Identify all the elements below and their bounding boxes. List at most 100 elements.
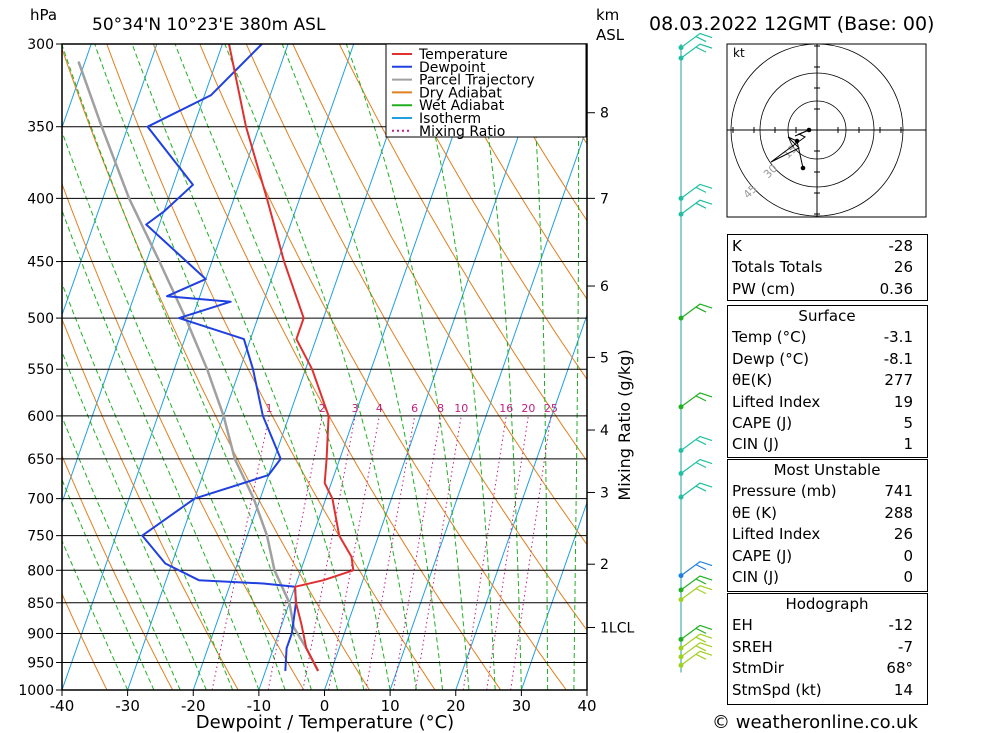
indices-top-box: [727, 234, 928, 301]
temperature-tick-label: -30: [115, 697, 140, 715]
mixing-ratio-line: [414, 415, 462, 690]
index-label: K: [732, 237, 742, 255]
legend-label: Wet Adiabat: [419, 98, 505, 114]
index-label: Lifted Index: [732, 525, 821, 544]
legend-label: Temperature: [418, 47, 508, 63]
temperature-line: [228, 44, 355, 672]
index-row: Pressure (mb) 741: [727, 481, 927, 502]
index-value: -8.1: [883, 349, 913, 368]
surface-table: Surface Temp (°C) -3.1 Dewp (°C) -8.1 θE(K) 2…: [727, 306, 927, 456]
hodograph-unit-label: kt: [733, 46, 745, 60]
wet-adiabat-line: [412, 44, 496, 690]
most-unstable-table: Most Unstable Pressure (mb) 741 θE (K) 288 L…: [727, 460, 927, 588]
pressure-tick-label: 800: [27, 563, 54, 579]
hodograph-point: [794, 138, 800, 144]
wind-barb: [680, 560, 713, 577]
wind-barb: [680, 633, 713, 649]
dry-adiabat-line: [385, 44, 587, 381]
index-label: θE(K): [732, 371, 773, 390]
index-label: StmSpd (kt): [732, 680, 822, 699]
mixing-ratio-line: [302, 415, 356, 690]
index-row: StmDir 68°: [727, 658, 927, 679]
hodograph-params-title: Hodograph: [785, 595, 869, 613]
hodograph-params-box: [727, 593, 928, 705]
index-value: 19: [893, 392, 913, 411]
index-value: 288: [884, 503, 913, 522]
copyright-text: © weatheronline.co.uk: [712, 712, 918, 733]
mixing-ratio-label: 1: [266, 402, 273, 415]
index-row: StmSpd (kt) 14: [727, 680, 927, 701]
hodograph-point: [800, 165, 806, 171]
mixing-ratio-label: 16: [499, 402, 513, 415]
isotherm-line: [62, 44, 158, 317]
index-label: SREH: [732, 637, 773, 656]
hodograph-params-table: Hodograph EH -12 SREH -7 StmDir 68° StmSpd (kt…: [727, 594, 927, 701]
temperature-tick-label: -40: [50, 697, 75, 715]
temperature-tick-label: -10: [247, 697, 272, 715]
isotherm-line: [62, 44, 223, 505]
km-tick-label: 1LCL: [600, 620, 634, 636]
wind-barb: [680, 32, 713, 49]
mixing-ratio-label: 6: [411, 402, 418, 415]
index-row: CIN (J) 0: [727, 567, 927, 588]
wet-adiabat-line: [174, 44, 391, 690]
isotherm-line: [520, 500, 587, 690]
index-row: θE(K) 277: [727, 370, 927, 391]
wind-barb: [680, 458, 713, 475]
km-tick-label: 7: [600, 191, 609, 207]
index-row: CIN (J) 1: [727, 434, 927, 455]
wind-barb: [680, 575, 713, 591]
mixing-ratio-label: 8: [437, 402, 444, 415]
wet-adiabat-line: [345, 44, 470, 690]
pressure-tick-label: 700: [27, 492, 54, 508]
mixing-ratio-line: [510, 415, 552, 690]
km-tick-label: 3: [600, 485, 609, 501]
index-label: Pressure (mb): [732, 482, 837, 501]
pressure-tick-label: 950: [27, 655, 54, 671]
legend-label: Dewpoint: [419, 60, 486, 76]
surface-title: Surface: [798, 307, 856, 325]
most-unstable-title: Most Unstable: [773, 461, 881, 479]
isotherm-line: [455, 313, 587, 690]
datetime-title: 08.03.2022 12GMT (Base: 00): [649, 13, 934, 35]
pressure-tick-label: 400: [27, 191, 54, 207]
mixing-ratio-label: 2: [319, 402, 326, 415]
index-label: CAPE (J): [732, 413, 793, 432]
index-row: Dewp (°C) -8.1: [727, 349, 927, 370]
isotherm-line: [258, 44, 486, 690]
dry-adiabat-line: [62, 454, 174, 690]
index-row: CAPE (J) 5: [727, 413, 927, 434]
pressure-tick-label: 850: [27, 596, 54, 612]
pressure-tick-label: 500: [27, 311, 54, 327]
pressure-tick-label: 1000: [18, 683, 54, 699]
index-label: Lifted Index: [732, 392, 821, 411]
pressure-tick-label: 750: [27, 529, 54, 545]
index-value: 5: [903, 413, 913, 432]
km-tick-label: 6: [600, 279, 609, 295]
index-label: Temp (°C): [732, 328, 807, 347]
index-row: Temp (°C) -3.1: [727, 327, 927, 348]
mixing-ratio-line: [462, 415, 507, 690]
pressure-tick-label: 650: [27, 452, 54, 468]
isotherm-line: [192, 44, 420, 690]
dry-adiabat-line: [338, 44, 587, 462]
index-value: 741: [884, 482, 913, 501]
pressure-tick-label: 300: [27, 37, 54, 53]
mixing-ratio-line: [365, 415, 416, 690]
index-value: -7: [898, 637, 913, 656]
wet-adiabat-line: [529, 44, 549, 690]
index-label: StmDir: [732, 659, 784, 678]
index-label: Totals Totals: [732, 258, 823, 277]
index-row: K -28: [727, 236, 927, 257]
wind-barb: [680, 199, 713, 215]
plot-frame: [61, 43, 588, 691]
dry-adiabat-line: [292, 44, 587, 546]
index-value: 277: [884, 371, 913, 390]
legend-label: Parcel Trajectory: [419, 73, 535, 89]
index-value: 26: [893, 525, 913, 544]
mixing-ratio-label: 4: [376, 402, 383, 415]
dry-adiabat-line: [62, 592, 108, 690]
index-row: EH -12: [727, 615, 927, 636]
index-value: 68°: [886, 659, 913, 678]
parcel-trajectory-line: [77, 61, 320, 672]
